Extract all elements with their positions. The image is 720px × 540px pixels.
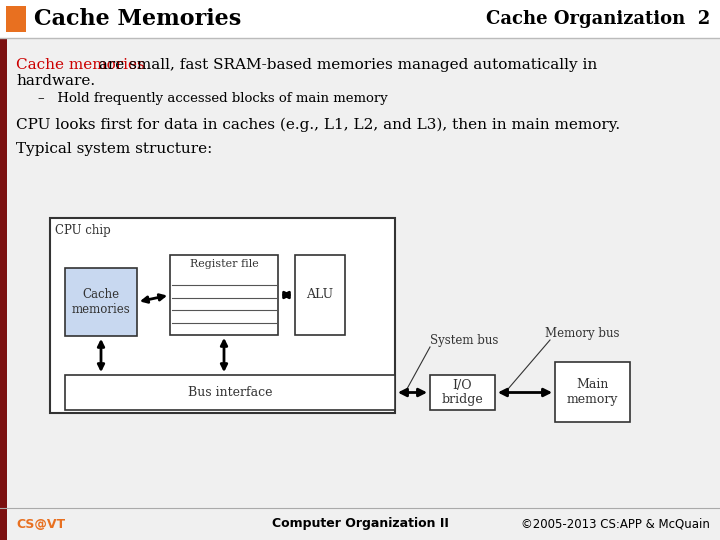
Text: Main
memory: Main memory xyxy=(567,378,618,406)
Text: Register file: Register file xyxy=(189,259,258,269)
Bar xyxy=(295,255,345,335)
Bar xyxy=(50,218,395,413)
Text: hardware.: hardware. xyxy=(16,74,95,88)
Text: I/O
bridge: I/O bridge xyxy=(441,379,483,407)
Bar xyxy=(170,255,278,335)
Text: –   Hold frequently accessed blocks of main memory: – Hold frequently accessed blocks of mai… xyxy=(38,92,388,105)
Text: Memory bus: Memory bus xyxy=(545,327,619,340)
Text: Typical system structure:: Typical system structure: xyxy=(16,142,212,156)
Bar xyxy=(65,268,137,336)
Text: Cache Organization  2: Cache Organization 2 xyxy=(486,10,710,28)
Bar xyxy=(6,6,26,32)
Text: Cache memories: Cache memories xyxy=(16,58,145,72)
Bar xyxy=(430,375,495,410)
Text: are small, fast SRAM-based memories managed automatically in: are small, fast SRAM-based memories mana… xyxy=(94,58,598,72)
Bar xyxy=(65,375,395,410)
Text: CS@VT: CS@VT xyxy=(16,517,65,530)
Text: System bus: System bus xyxy=(430,334,498,347)
Text: ALU: ALU xyxy=(307,288,333,301)
Text: ©2005-2013 CS:APP & McQuain: ©2005-2013 CS:APP & McQuain xyxy=(521,517,710,530)
Bar xyxy=(0,0,720,38)
Bar xyxy=(0,38,7,540)
Text: CPU chip: CPU chip xyxy=(55,224,111,237)
Text: Bus interface: Bus interface xyxy=(188,386,272,399)
Text: Computer Organization II: Computer Organization II xyxy=(271,517,449,530)
Text: CPU looks first for data in caches (e.g., L1, L2, and L3), then in main memory.: CPU looks first for data in caches (e.g.… xyxy=(16,118,620,132)
Text: Cache
memories: Cache memories xyxy=(71,288,130,316)
Text: Cache Memories: Cache Memories xyxy=(34,8,241,30)
Bar xyxy=(555,362,630,422)
